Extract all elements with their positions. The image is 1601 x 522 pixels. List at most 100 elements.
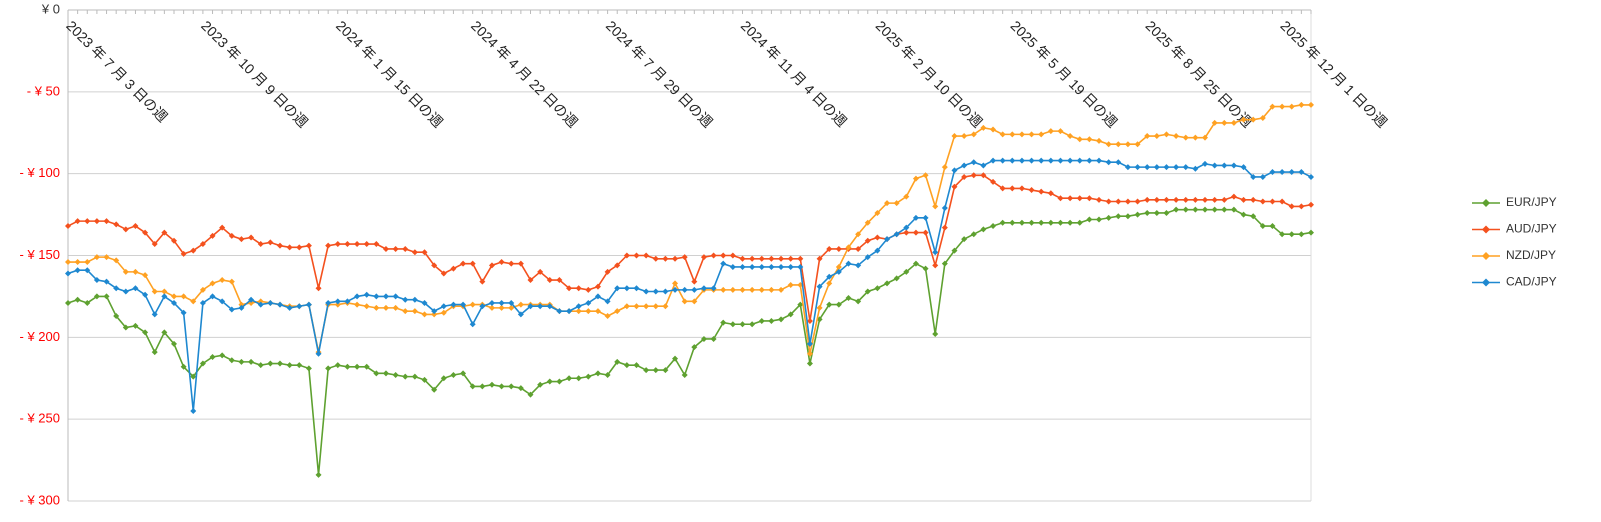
point-marker [248, 358, 255, 365]
point-marker [922, 214, 929, 221]
point-marker [1298, 169, 1305, 176]
point-marker [546, 303, 553, 310]
point-marker [643, 288, 650, 295]
series-line [68, 104, 1311, 354]
point-marker [951, 167, 958, 174]
point-marker [382, 370, 389, 377]
point-marker [392, 371, 399, 378]
point-marker [450, 301, 457, 308]
point-marker [373, 370, 380, 377]
point-marker [1038, 157, 1045, 164]
point-marker [1105, 141, 1112, 148]
point-marker [228, 306, 235, 313]
legend-label: NZD/JPY [1506, 248, 1556, 262]
point-marker [267, 239, 274, 246]
point-marker [537, 268, 544, 275]
point-marker [662, 367, 669, 374]
point-marker [363, 241, 370, 248]
point-marker [758, 317, 765, 324]
point-marker [970, 172, 977, 179]
point-marker [392, 245, 399, 252]
point-marker [739, 286, 746, 293]
point-marker [720, 286, 727, 293]
point-marker [103, 293, 110, 300]
point-marker [469, 321, 476, 328]
point-marker [1259, 115, 1266, 122]
point-marker [479, 278, 486, 285]
point-marker [276, 360, 283, 367]
point-marker [1288, 103, 1295, 110]
point-marker [74, 267, 81, 274]
point-marker [373, 241, 380, 248]
point-marker [190, 298, 197, 305]
point-marker [729, 263, 736, 270]
point-marker [151, 311, 158, 318]
point-marker [1288, 169, 1295, 176]
point-marker [1308, 201, 1314, 208]
point-marker [1018, 131, 1025, 138]
point-marker [122, 324, 129, 331]
point-marker [903, 193, 910, 200]
point-marker [980, 124, 987, 131]
point-marker [1057, 195, 1064, 202]
point-marker [122, 268, 129, 275]
point-marker [1211, 196, 1218, 203]
point-marker [1192, 165, 1199, 172]
point-marker [1250, 213, 1257, 220]
point-marker [691, 344, 698, 351]
point-marker [1076, 157, 1083, 164]
point-marker [488, 304, 495, 311]
point-marker [1144, 196, 1151, 203]
point-marker [440, 270, 447, 277]
point-marker [228, 357, 235, 364]
point-marker [460, 301, 467, 308]
point-marker [65, 259, 71, 266]
point-marker [787, 311, 794, 318]
point-marker [93, 254, 100, 261]
point-marker [1096, 216, 1103, 223]
point-marker [315, 350, 322, 357]
point-marker [566, 375, 573, 382]
point-marker [305, 365, 312, 372]
point-marker [344, 298, 351, 305]
point-marker [614, 262, 621, 269]
point-marker [729, 252, 736, 259]
point-marker [498, 383, 505, 390]
point-marker [402, 308, 409, 315]
point-marker [739, 263, 746, 270]
point-marker [623, 303, 630, 310]
point-marker [623, 285, 630, 292]
point-marker [652, 303, 659, 310]
point-marker [1134, 198, 1141, 205]
point-marker [373, 304, 380, 311]
x-tick-label: 2025 年 8 月 25 日の週 [1142, 17, 1255, 130]
point-marker [845, 295, 852, 302]
point-marker [1202, 196, 1209, 203]
point-marker [411, 249, 418, 256]
point-marker [161, 229, 168, 236]
point-marker [922, 265, 929, 272]
point-marker [132, 223, 139, 230]
point-marker [1153, 196, 1160, 203]
point-marker [450, 265, 457, 272]
point-marker [922, 172, 929, 179]
point-marker [132, 268, 139, 275]
point-marker [248, 296, 255, 303]
point-marker [1221, 206, 1228, 213]
point-marker [508, 304, 515, 311]
point-marker [190, 247, 197, 254]
point-marker [161, 293, 168, 300]
point-marker [286, 362, 293, 369]
point-marker [151, 288, 158, 295]
point-marker [392, 293, 399, 300]
point-marker [1250, 116, 1257, 123]
point-marker [122, 288, 129, 295]
point-marker [325, 299, 332, 306]
point-marker [961, 173, 968, 180]
point-marker [1240, 196, 1247, 203]
point-marker [720, 260, 727, 267]
point-marker [411, 373, 418, 380]
point-marker [1057, 128, 1064, 135]
point-marker [585, 373, 592, 380]
